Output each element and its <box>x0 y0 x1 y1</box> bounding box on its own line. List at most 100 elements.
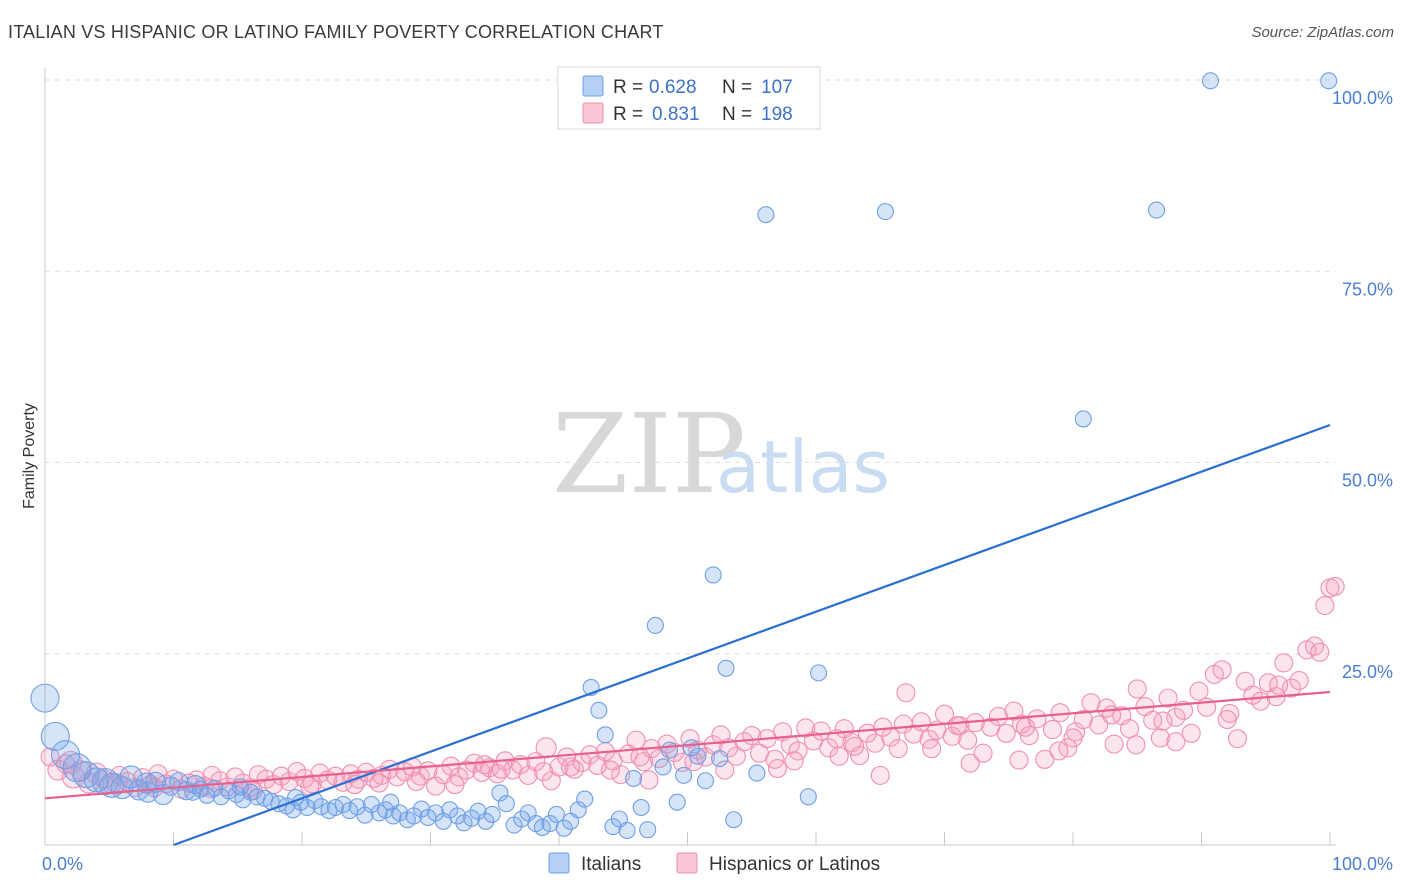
watermark-atlas: atlas <box>716 425 890 509</box>
italians-n-label: N = <box>722 77 752 98</box>
italians-point <box>62 753 92 783</box>
italians-point <box>83 767 109 793</box>
italians-point <box>91 767 119 796</box>
hispanics-point <box>445 775 465 795</box>
hispanics-r-label: R = <box>613 104 643 125</box>
y-tick-label: 25.0% <box>1342 662 1393 682</box>
hispanics-point <box>1127 679 1147 699</box>
italians-point <box>483 805 501 823</box>
stats-legend: R = 0.628 N = 107 R = 0.831 N = 198 <box>557 66 821 130</box>
hispanics-point <box>893 714 913 734</box>
italians-point <box>477 812 495 830</box>
italians-point <box>463 809 481 827</box>
italians-point <box>725 811 743 829</box>
hispanics-point <box>557 747 577 767</box>
hispanics-point <box>1227 729 1248 749</box>
hispanics-point <box>1049 741 1069 761</box>
hispanics-point <box>1315 596 1335 616</box>
italians-point <box>704 566 722 584</box>
hispanics-swatch <box>582 102 604 124</box>
hispanics-point <box>1042 719 1062 740</box>
italians-point <box>382 793 400 811</box>
trend-lines <box>44 423 1331 847</box>
italians-point <box>632 798 650 817</box>
italians-point <box>810 664 828 682</box>
italians-point <box>646 616 664 634</box>
hispanics-point <box>680 729 700 749</box>
italians-point <box>312 798 330 816</box>
hispanics-point <box>850 745 870 766</box>
hispanics-legend-swatch <box>676 852 698 874</box>
italians-point <box>412 800 431 818</box>
italians-point <box>668 793 686 811</box>
italians-point <box>675 766 693 784</box>
hispanics-point <box>958 730 978 750</box>
italians-point <box>51 740 81 770</box>
italians-point <box>717 659 735 677</box>
watermark-zip: ZIP <box>552 390 746 518</box>
hispanics-point <box>549 757 569 777</box>
hispanics-point <box>715 760 735 780</box>
x-tick-label: 100.0% <box>1332 854 1393 874</box>
hispanics-point <box>1166 707 1186 727</box>
italians-point <box>40 721 70 751</box>
hispanics-point <box>1173 700 1194 720</box>
hispanics-point <box>888 739 908 759</box>
italians-n-value: 107 <box>761 77 793 98</box>
hispanics-point <box>767 758 788 779</box>
hispanics-point <box>1035 749 1055 769</box>
italians-point <box>1320 72 1338 90</box>
hispanics-point <box>1143 710 1163 730</box>
hispanics-point <box>456 760 477 780</box>
italians-point <box>135 772 158 794</box>
hispanics-point <box>988 706 1009 727</box>
italians-point <box>30 683 60 713</box>
hispanics-point <box>561 757 581 777</box>
italians-trend-line <box>173 423 1331 847</box>
italians-point <box>799 788 817 806</box>
hispanics-point <box>310 763 330 783</box>
italians-point <box>624 769 643 787</box>
italians-point <box>555 819 573 837</box>
hispanics-point <box>996 723 1016 743</box>
italians-legend-label: Italians <box>581 854 641 875</box>
italians-point <box>576 790 594 808</box>
hispanics-point <box>1305 636 1325 656</box>
hispanics-point <box>491 759 511 779</box>
italians-point <box>696 772 715 790</box>
hispanics-point <box>600 760 620 780</box>
hispanics-point <box>942 726 962 746</box>
italians-point <box>533 818 551 836</box>
hispanics-point <box>904 724 924 744</box>
italians-point <box>547 805 565 823</box>
hispanics-point <box>973 743 993 763</box>
italians-point <box>1147 201 1166 219</box>
italians-point <box>660 741 679 759</box>
hispanics-point <box>426 776 446 796</box>
hispanics-point <box>1325 576 1345 596</box>
watermark: ZIP atlas <box>552 390 890 518</box>
y-tick-label: 100.0% <box>1332 88 1393 108</box>
hispanics-point <box>1158 688 1178 708</box>
hispanics-point <box>896 683 916 703</box>
hispanics-point <box>1274 653 1294 673</box>
hispanics-point <box>1063 728 1083 748</box>
hispanics-point <box>1289 670 1309 691</box>
hispanics-point <box>369 773 389 793</box>
hispanics-point <box>1126 735 1146 755</box>
hispanics-point <box>1073 709 1093 730</box>
italians-point <box>711 750 729 768</box>
italians-point <box>340 802 359 820</box>
italians-point <box>618 821 636 840</box>
italians-points <box>30 72 1338 840</box>
italians-swatch <box>582 75 604 97</box>
hispanics-point <box>1104 734 1124 754</box>
italians-legend-swatch <box>548 852 570 874</box>
source-label: Source: ZipAtlas.com <box>1251 24 1394 41</box>
hispanics-legend-label: Hispanics or Latinos <box>709 854 880 875</box>
hispanics-point <box>960 753 980 773</box>
hispanics-point <box>1089 715 1109 735</box>
italians-point <box>491 784 509 802</box>
hispanics-trend-line <box>44 690 1331 800</box>
hispanics-point <box>1310 642 1330 662</box>
